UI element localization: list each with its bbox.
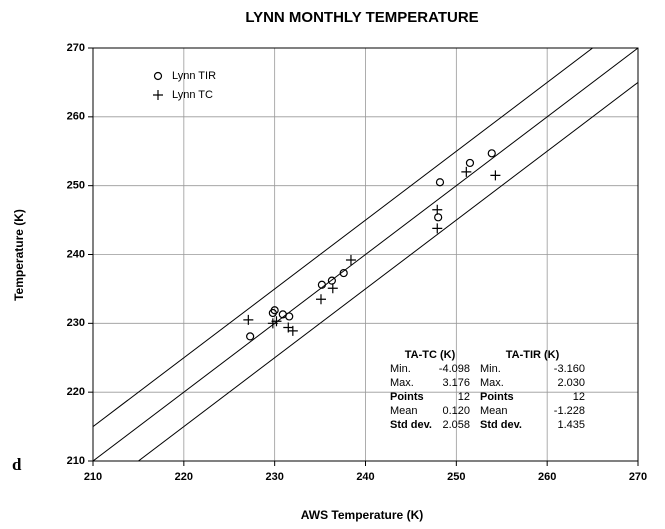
stats-label: Std dev. [480,419,522,431]
point [243,314,254,325]
point [327,283,338,294]
stats-label: Min. [390,363,411,375]
point [435,178,445,187]
x-axis-label: AWS Temperature (K) [301,508,423,522]
y-tick-label: 220 [67,386,85,398]
y-tick-label: 210 [67,455,85,467]
stats-label: Mean [390,405,418,417]
stats-label: Mean [480,405,508,417]
stats-label: Points [480,391,514,403]
point [270,306,279,315]
legend-label: Lynn TIR [172,70,216,82]
y-tick-label: 260 [67,111,85,123]
y-tick-label: 250 [67,180,85,192]
y-tick-label: 230 [67,317,85,329]
stats-title: TA-TC (K) [405,349,456,361]
stats-value: -3.160 [554,363,585,375]
legend-label: Lynn TC [172,89,213,101]
stats-title: TA-TIR (K) [506,349,560,361]
point [487,149,496,158]
point [465,158,475,168]
point [327,276,336,285]
legend-marker [153,71,163,81]
stats-value: -4.098 [439,363,470,375]
stats-value: 1.435 [557,419,585,431]
plot-frame [92,47,639,462]
panel-label: d [12,455,22,474]
stats-label: Points [390,391,424,403]
stats-value: 12 [573,391,585,403]
point [434,213,443,222]
point [345,255,356,266]
y-tick-label: 240 [67,248,85,260]
point [339,268,348,278]
stats-label: Min. [480,363,501,375]
point [461,166,472,177]
point [315,294,326,305]
point [287,325,298,336]
point [490,170,501,181]
point [246,332,255,341]
y-axis-label: Temperature (K) [12,209,26,301]
x-tick-label: 240 [356,471,374,483]
x-tick-label: 220 [175,471,193,483]
stats-label: Max. [390,377,414,389]
stats-label: Max. [480,377,504,389]
y-tick-label: 270 [67,42,85,54]
stats-value: 0.120 [442,405,470,417]
reference-line [93,48,638,461]
reference-lines [93,48,638,461]
point [285,312,294,321]
x-tick-label: 270 [629,471,647,483]
stats-value: 2.030 [557,377,585,389]
stats-value: 12 [458,391,470,403]
stats-label: Std dev. [390,419,432,431]
point [317,280,326,289]
point [432,223,443,234]
x-tick-label: 260 [538,471,556,483]
x-tick-label: 230 [265,471,283,483]
point [432,204,443,215]
stats-value: -1.228 [554,405,585,417]
reference-line [93,48,594,427]
reference-line [137,82,638,461]
stats-value: 3.176 [442,377,470,389]
legend-marker [153,90,163,100]
x-tick-label: 210 [84,471,102,483]
stats-value: 2.058 [442,419,470,431]
point [271,316,282,327]
x-tick-label: 250 [447,471,465,483]
chart-title: LYNN MONTHLY TEMPERATURE [245,9,478,26]
